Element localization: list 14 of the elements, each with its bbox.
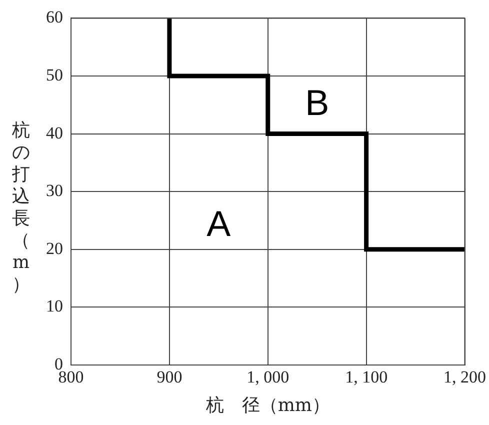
y-tick-label: 40 (46, 123, 63, 142)
x-tick-label: 900 (156, 368, 182, 387)
x-tick-label: 1, 100 (345, 368, 388, 387)
x-tick-label: 1, 200 (444, 368, 486, 387)
y-tick-label: 10 (46, 296, 63, 316)
y-tick-label: 50 (46, 65, 63, 84)
y-tick-label: 20 (46, 238, 63, 258)
y-axis-title: 杭の打込長（m） (11, 120, 31, 296)
y-tick-label: 30 (46, 181, 63, 200)
x-tick-label: 1, 000 (246, 368, 290, 387)
x-axis-title: 杭 径（mm） (204, 394, 330, 416)
annotation: A (206, 203, 231, 244)
y-tick-label: 60 (46, 8, 63, 27)
annotation: B (305, 82, 330, 123)
